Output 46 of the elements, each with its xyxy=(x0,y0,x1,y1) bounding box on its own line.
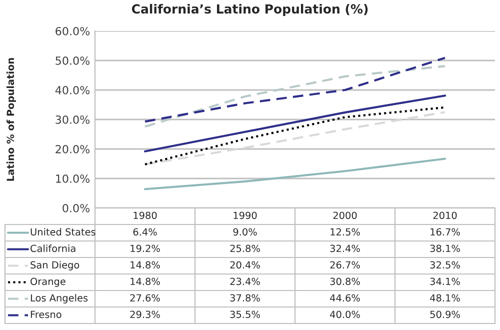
data-label: 23.4% xyxy=(230,278,260,286)
data-label: 16.7% xyxy=(430,228,460,236)
x-tick-label: 2010 xyxy=(433,212,457,220)
line-series xyxy=(144,56,446,123)
legend-label: Los Angeles xyxy=(30,294,88,304)
y-tick-label: 50.0% xyxy=(56,56,90,65)
data-label: 14.8% xyxy=(130,278,160,286)
x-tick-label: 2000 xyxy=(333,212,357,220)
y-tick-label: 20.0% xyxy=(56,144,90,154)
data-label: 12.5% xyxy=(330,228,360,236)
line-series xyxy=(144,158,446,190)
data-label: 26.7% xyxy=(330,261,360,269)
chart-title: California’s Latino Population (%) xyxy=(132,4,368,16)
data-label: 32.4% xyxy=(330,244,360,252)
data-label: 44.6% xyxy=(330,294,360,302)
y-tick-label: 60.0% xyxy=(56,26,90,36)
data-label: 32.5% xyxy=(430,261,460,269)
data-label: 34.1% xyxy=(430,278,460,286)
data-label: 20.4% xyxy=(230,261,260,269)
data-label: 50.9% xyxy=(430,310,460,318)
x-tick-label: 1990 xyxy=(234,212,257,220)
legend-label: California xyxy=(30,244,76,252)
line-series xyxy=(144,94,446,152)
data-label: 35.5% xyxy=(230,310,260,318)
data-label: 48.1% xyxy=(430,294,460,302)
legend-label: Fresno xyxy=(30,310,62,318)
data-label: 27.6% xyxy=(130,294,160,302)
data-label: 14.8% xyxy=(130,261,160,269)
y-tick-label: 0.0% xyxy=(62,204,90,212)
y-tick-label: 40.0% xyxy=(55,86,90,94)
data-label: 40.0% xyxy=(330,310,360,318)
data-label: 25.8% xyxy=(230,244,260,252)
legend-label: San Diego xyxy=(30,261,80,270)
y-tick-label: 10.0% xyxy=(56,174,90,183)
legend-label: United States xyxy=(30,228,96,236)
legend-label: Orange xyxy=(30,278,66,287)
y-axis-title: Latino % of Population xyxy=(6,58,16,181)
data-label: 9.0% xyxy=(233,228,257,236)
data-label: 19.2% xyxy=(130,244,160,252)
data-label: 29.3% xyxy=(130,310,160,318)
data-label: 6.4% xyxy=(133,228,157,236)
data-label: 37.8% xyxy=(230,294,260,302)
data-label: 38.1% xyxy=(430,244,460,252)
y-tick-label: 30.0% xyxy=(56,115,90,124)
data-label: 30.8% xyxy=(330,278,360,286)
x-tick-label: 1980 xyxy=(134,212,157,220)
